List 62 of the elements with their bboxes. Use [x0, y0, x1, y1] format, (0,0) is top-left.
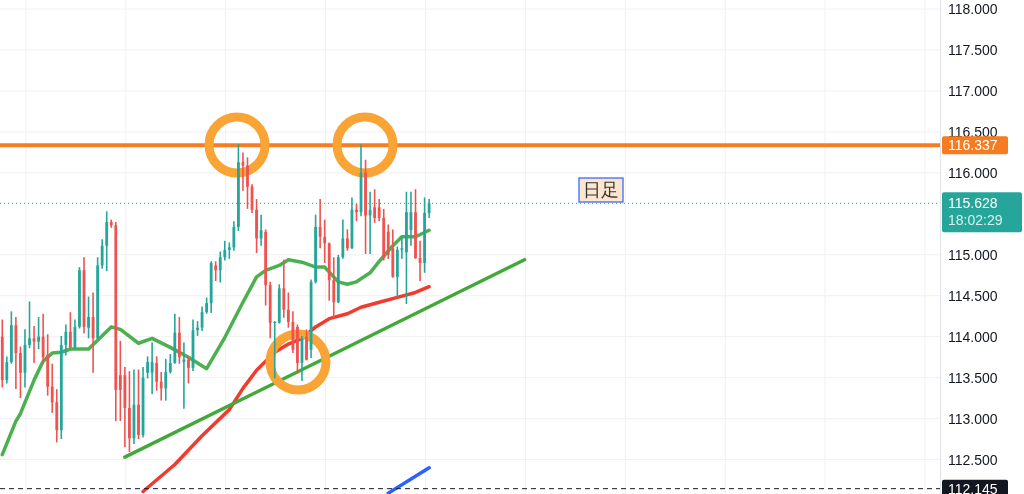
candlestick: [214, 261, 218, 281]
candlestick: [232, 221, 236, 251]
y-tick-label: 112.500: [948, 451, 998, 468]
text: 18:02:29: [948, 212, 1003, 229]
candlestick: [168, 353, 172, 374]
y-tick-label: 117.000: [948, 82, 998, 99]
candlestick: [137, 369, 140, 440]
candlestick: [68, 312, 72, 349]
candlestick: [128, 371, 131, 453]
y-tick-label: 117.500: [948, 41, 998, 58]
y-tick-label: 114.500: [948, 287, 998, 304]
candlestick: [259, 214, 263, 246]
candlestick: [150, 342, 154, 395]
candlestick: [37, 317, 41, 349]
candlestick: [345, 229, 349, 251]
ref-line-label: 112.145: [948, 480, 998, 494]
candlestick: [305, 329, 308, 361]
candlestick: [314, 214, 318, 284]
candlestick: [332, 257, 336, 318]
ref-line-label: 116.337: [948, 137, 998, 154]
candlestick: [296, 324, 299, 374]
candlestick: [28, 301, 31, 349]
annotation: 日足: [583, 180, 619, 200]
y-tick-label: 118.000: [948, 1, 998, 18]
y-tick-label: 113.500: [948, 369, 998, 386]
candlestick: [100, 239, 104, 269]
candlestick: [318, 199, 322, 249]
y-tick-label: 115.000: [948, 246, 998, 263]
candlestick: [109, 219, 113, 228]
candlestick: [377, 199, 381, 222]
candlestick: [400, 235, 404, 259]
candlestick: [223, 240, 227, 261]
candlestick: [87, 296, 90, 339]
candlestick: [187, 356, 190, 384]
candlestick: [64, 324, 68, 356]
candlestick: [423, 197, 426, 273]
y-tick-label: 116.000: [948, 164, 998, 181]
candlestick: [78, 267, 81, 329]
candlestick: [273, 321, 277, 379]
candlestick: [159, 371, 163, 401]
ref-line-label: 115.628: [948, 195, 998, 212]
candlestick: [286, 292, 290, 328]
candlestick: [146, 356, 149, 379]
candlestick: [323, 219, 327, 263]
candlestick: [373, 189, 377, 223]
candlestick: [5, 356, 9, 384]
y-tick-label: 116.500: [948, 123, 998, 140]
candlestick: [218, 251, 222, 283]
candlestick: [19, 346, 22, 399]
candlestick: [414, 189, 417, 259]
y-tick-label: 114.000: [948, 328, 998, 345]
candlestick: [341, 219, 345, 259]
candlestick: [155, 356, 159, 391]
candlestick: [50, 363, 54, 413]
candlestick: [246, 157, 249, 209]
candlestick: [118, 340, 122, 422]
candlestick: [164, 358, 168, 401]
y-tick-label: 113.000: [948, 410, 998, 427]
candlestick: [364, 159, 367, 254]
candlestick: [105, 211, 109, 272]
candlestick: [255, 199, 258, 254]
candlestick: [282, 259, 286, 318]
